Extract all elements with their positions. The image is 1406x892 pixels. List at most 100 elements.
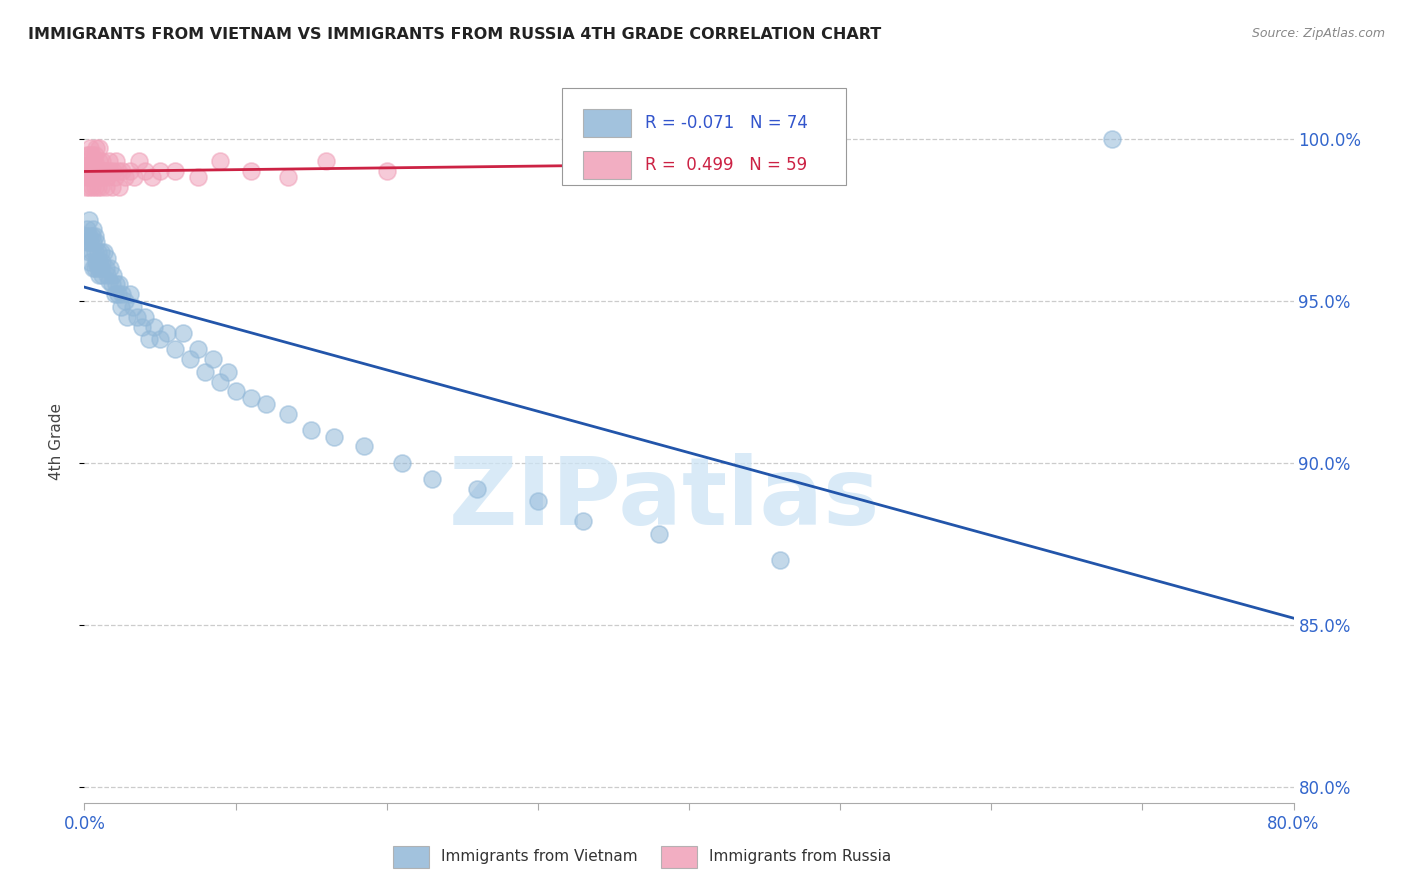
Point xyxy=(82,261,104,276)
Point xyxy=(86,170,108,185)
Point xyxy=(194,365,217,379)
Point xyxy=(118,164,141,178)
Point xyxy=(87,245,110,260)
Point xyxy=(84,228,107,243)
Point xyxy=(353,439,375,453)
Point xyxy=(91,154,114,169)
Point xyxy=(322,430,344,444)
Point xyxy=(1101,131,1123,145)
Point xyxy=(572,514,595,528)
Point xyxy=(76,222,98,236)
Point xyxy=(82,235,104,250)
Point xyxy=(76,170,98,185)
Point xyxy=(77,212,100,227)
Point xyxy=(131,319,153,334)
Bar xyxy=(582,151,631,178)
Point xyxy=(114,293,136,308)
Point xyxy=(115,310,138,324)
Point xyxy=(82,157,104,171)
Point xyxy=(79,157,101,171)
Point xyxy=(165,164,187,178)
Point xyxy=(91,170,114,185)
Point xyxy=(105,277,128,292)
Point xyxy=(86,254,108,268)
Point xyxy=(93,245,115,260)
Point xyxy=(84,245,107,260)
Point xyxy=(77,245,100,260)
Point xyxy=(315,154,337,169)
Point xyxy=(107,164,129,178)
Point xyxy=(76,235,98,250)
Point xyxy=(80,245,103,260)
Point xyxy=(77,180,100,194)
Point xyxy=(90,180,112,194)
Point xyxy=(89,254,111,268)
Point xyxy=(75,164,97,178)
Point xyxy=(209,154,232,169)
Point xyxy=(108,277,131,292)
Point xyxy=(138,333,160,347)
Point xyxy=(86,235,108,250)
Point xyxy=(118,287,141,301)
Point xyxy=(141,170,163,185)
Point xyxy=(77,228,100,243)
Point xyxy=(79,235,101,250)
Point xyxy=(165,342,187,356)
Point xyxy=(420,472,443,486)
Point xyxy=(107,287,129,301)
Point xyxy=(94,180,117,194)
Y-axis label: 4th Grade: 4th Grade xyxy=(49,403,63,480)
Point xyxy=(97,154,120,169)
Point xyxy=(89,141,111,155)
Point xyxy=(98,261,121,276)
Text: ZIPatlas: ZIPatlas xyxy=(449,453,880,545)
Point xyxy=(84,148,107,162)
Point xyxy=(101,268,124,282)
Point xyxy=(84,261,107,276)
Point xyxy=(80,148,103,162)
Point xyxy=(254,397,277,411)
Point xyxy=(122,170,145,185)
Text: Immigrants from Russia: Immigrants from Russia xyxy=(710,849,891,864)
Point xyxy=(86,157,108,171)
FancyBboxPatch shape xyxy=(562,87,846,185)
Point xyxy=(128,154,150,169)
Point xyxy=(277,407,299,421)
Point xyxy=(90,261,112,276)
Point xyxy=(96,170,118,185)
Point xyxy=(179,351,201,366)
Point xyxy=(209,375,232,389)
Point xyxy=(391,456,413,470)
Point xyxy=(79,141,101,155)
Point xyxy=(75,228,97,243)
Point xyxy=(111,287,134,301)
Text: IMMIGRANTS FROM VIETNAM VS IMMIGRANTS FROM RUSSIA 4TH GRADE CORRELATION CHART: IMMIGRANTS FROM VIETNAM VS IMMIGRANTS FR… xyxy=(28,27,882,42)
Point xyxy=(217,365,239,379)
Point xyxy=(84,180,107,194)
Point xyxy=(86,141,108,155)
Point xyxy=(467,482,489,496)
Point xyxy=(239,391,262,405)
Point xyxy=(80,164,103,178)
Point xyxy=(79,254,101,268)
Point xyxy=(127,310,149,324)
Point xyxy=(134,310,156,324)
Point xyxy=(588,154,610,169)
Point xyxy=(149,164,172,178)
Point xyxy=(79,170,101,185)
Text: Source: ZipAtlas.com: Source: ZipAtlas.com xyxy=(1251,27,1385,40)
Point xyxy=(76,157,98,171)
Point xyxy=(239,164,262,178)
Point xyxy=(94,261,117,276)
Point xyxy=(80,228,103,243)
Point xyxy=(84,164,107,178)
Point xyxy=(149,333,172,347)
Text: R = -0.071   N = 74: R = -0.071 N = 74 xyxy=(645,114,808,132)
Point xyxy=(225,384,247,399)
Point xyxy=(89,268,111,282)
Point xyxy=(89,170,111,185)
Point xyxy=(82,222,104,236)
Point xyxy=(77,164,100,178)
Point xyxy=(769,553,792,567)
Point xyxy=(111,164,134,178)
